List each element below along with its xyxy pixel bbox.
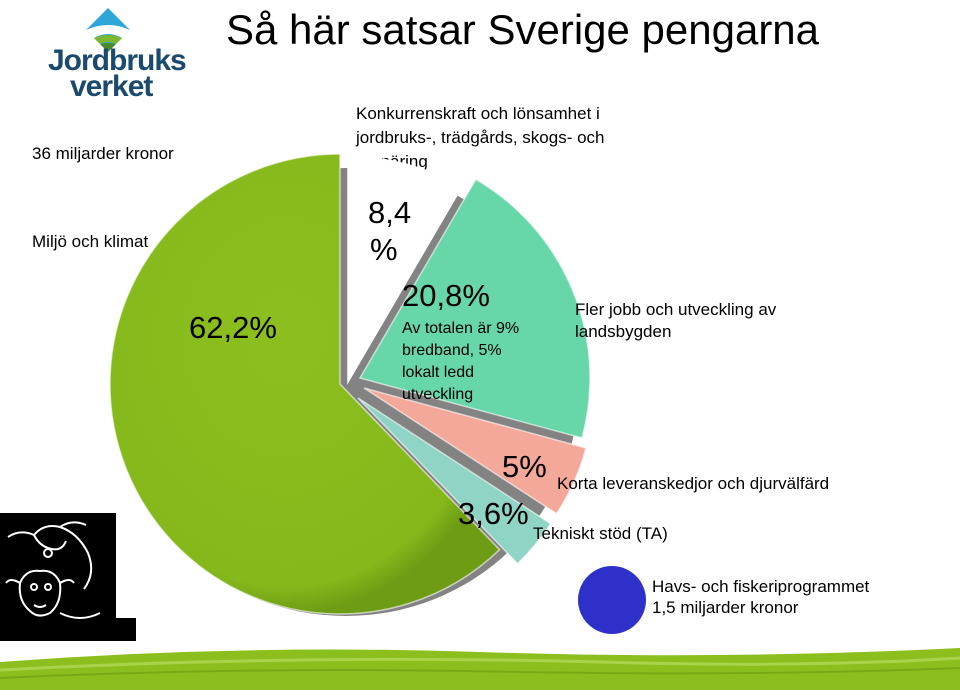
series-label-leveranskedjor: Korta leveranskedjor och djurvälfärd xyxy=(557,474,830,493)
fish-program-dot xyxy=(578,566,646,634)
slice-label-leveranskedjor: 5% xyxy=(502,449,547,484)
logo-line-2: verket xyxy=(70,70,153,103)
logo-line-1: Jordbruks xyxy=(48,44,187,77)
series-label-miljo: Miljö och klimat xyxy=(32,232,149,251)
slice-label-konkurrenskraft-b: % xyxy=(370,232,398,267)
slice-label-tekniskt-stod: 3,6% xyxy=(458,496,529,531)
cattle-icon xyxy=(0,513,136,641)
grass-band xyxy=(0,648,960,690)
series-label-tekniskt-stod: Tekniskt stöd (TA) xyxy=(533,524,668,543)
slice-landsbygd xyxy=(358,178,591,439)
slice-tekniskt-stod xyxy=(357,397,552,565)
slice-note-landsbygd: Av totalen är 9% bredband, 5% lokalt led… xyxy=(402,320,520,403)
logo-wordmark: Jordbruks verket xyxy=(48,44,187,103)
logo-icon xyxy=(86,8,130,52)
fish-program-label: Havs- och fiskeriprogrammet xyxy=(652,577,870,596)
slice-label-miljo: 62,2% xyxy=(189,310,277,345)
slice-label-landsbygd: 20,8% xyxy=(402,278,490,313)
pie-chart xyxy=(109,153,591,616)
slice-label-konkurrenskraft-a: 8,4 xyxy=(368,195,412,230)
slice-miljo xyxy=(109,153,501,615)
series-label-landsbygd: Fler jobb och utveckling av landsbygden xyxy=(575,300,777,341)
fish-program-amount: 1,5 miljarder kronor xyxy=(652,598,799,617)
page-title: Så här satsar Sverige pengarna xyxy=(226,6,820,53)
slice-konkurrenskraft xyxy=(347,155,463,385)
slice-leveranskedjor xyxy=(363,387,587,515)
total-amount-label: 36 miljarder kronor xyxy=(32,144,174,163)
